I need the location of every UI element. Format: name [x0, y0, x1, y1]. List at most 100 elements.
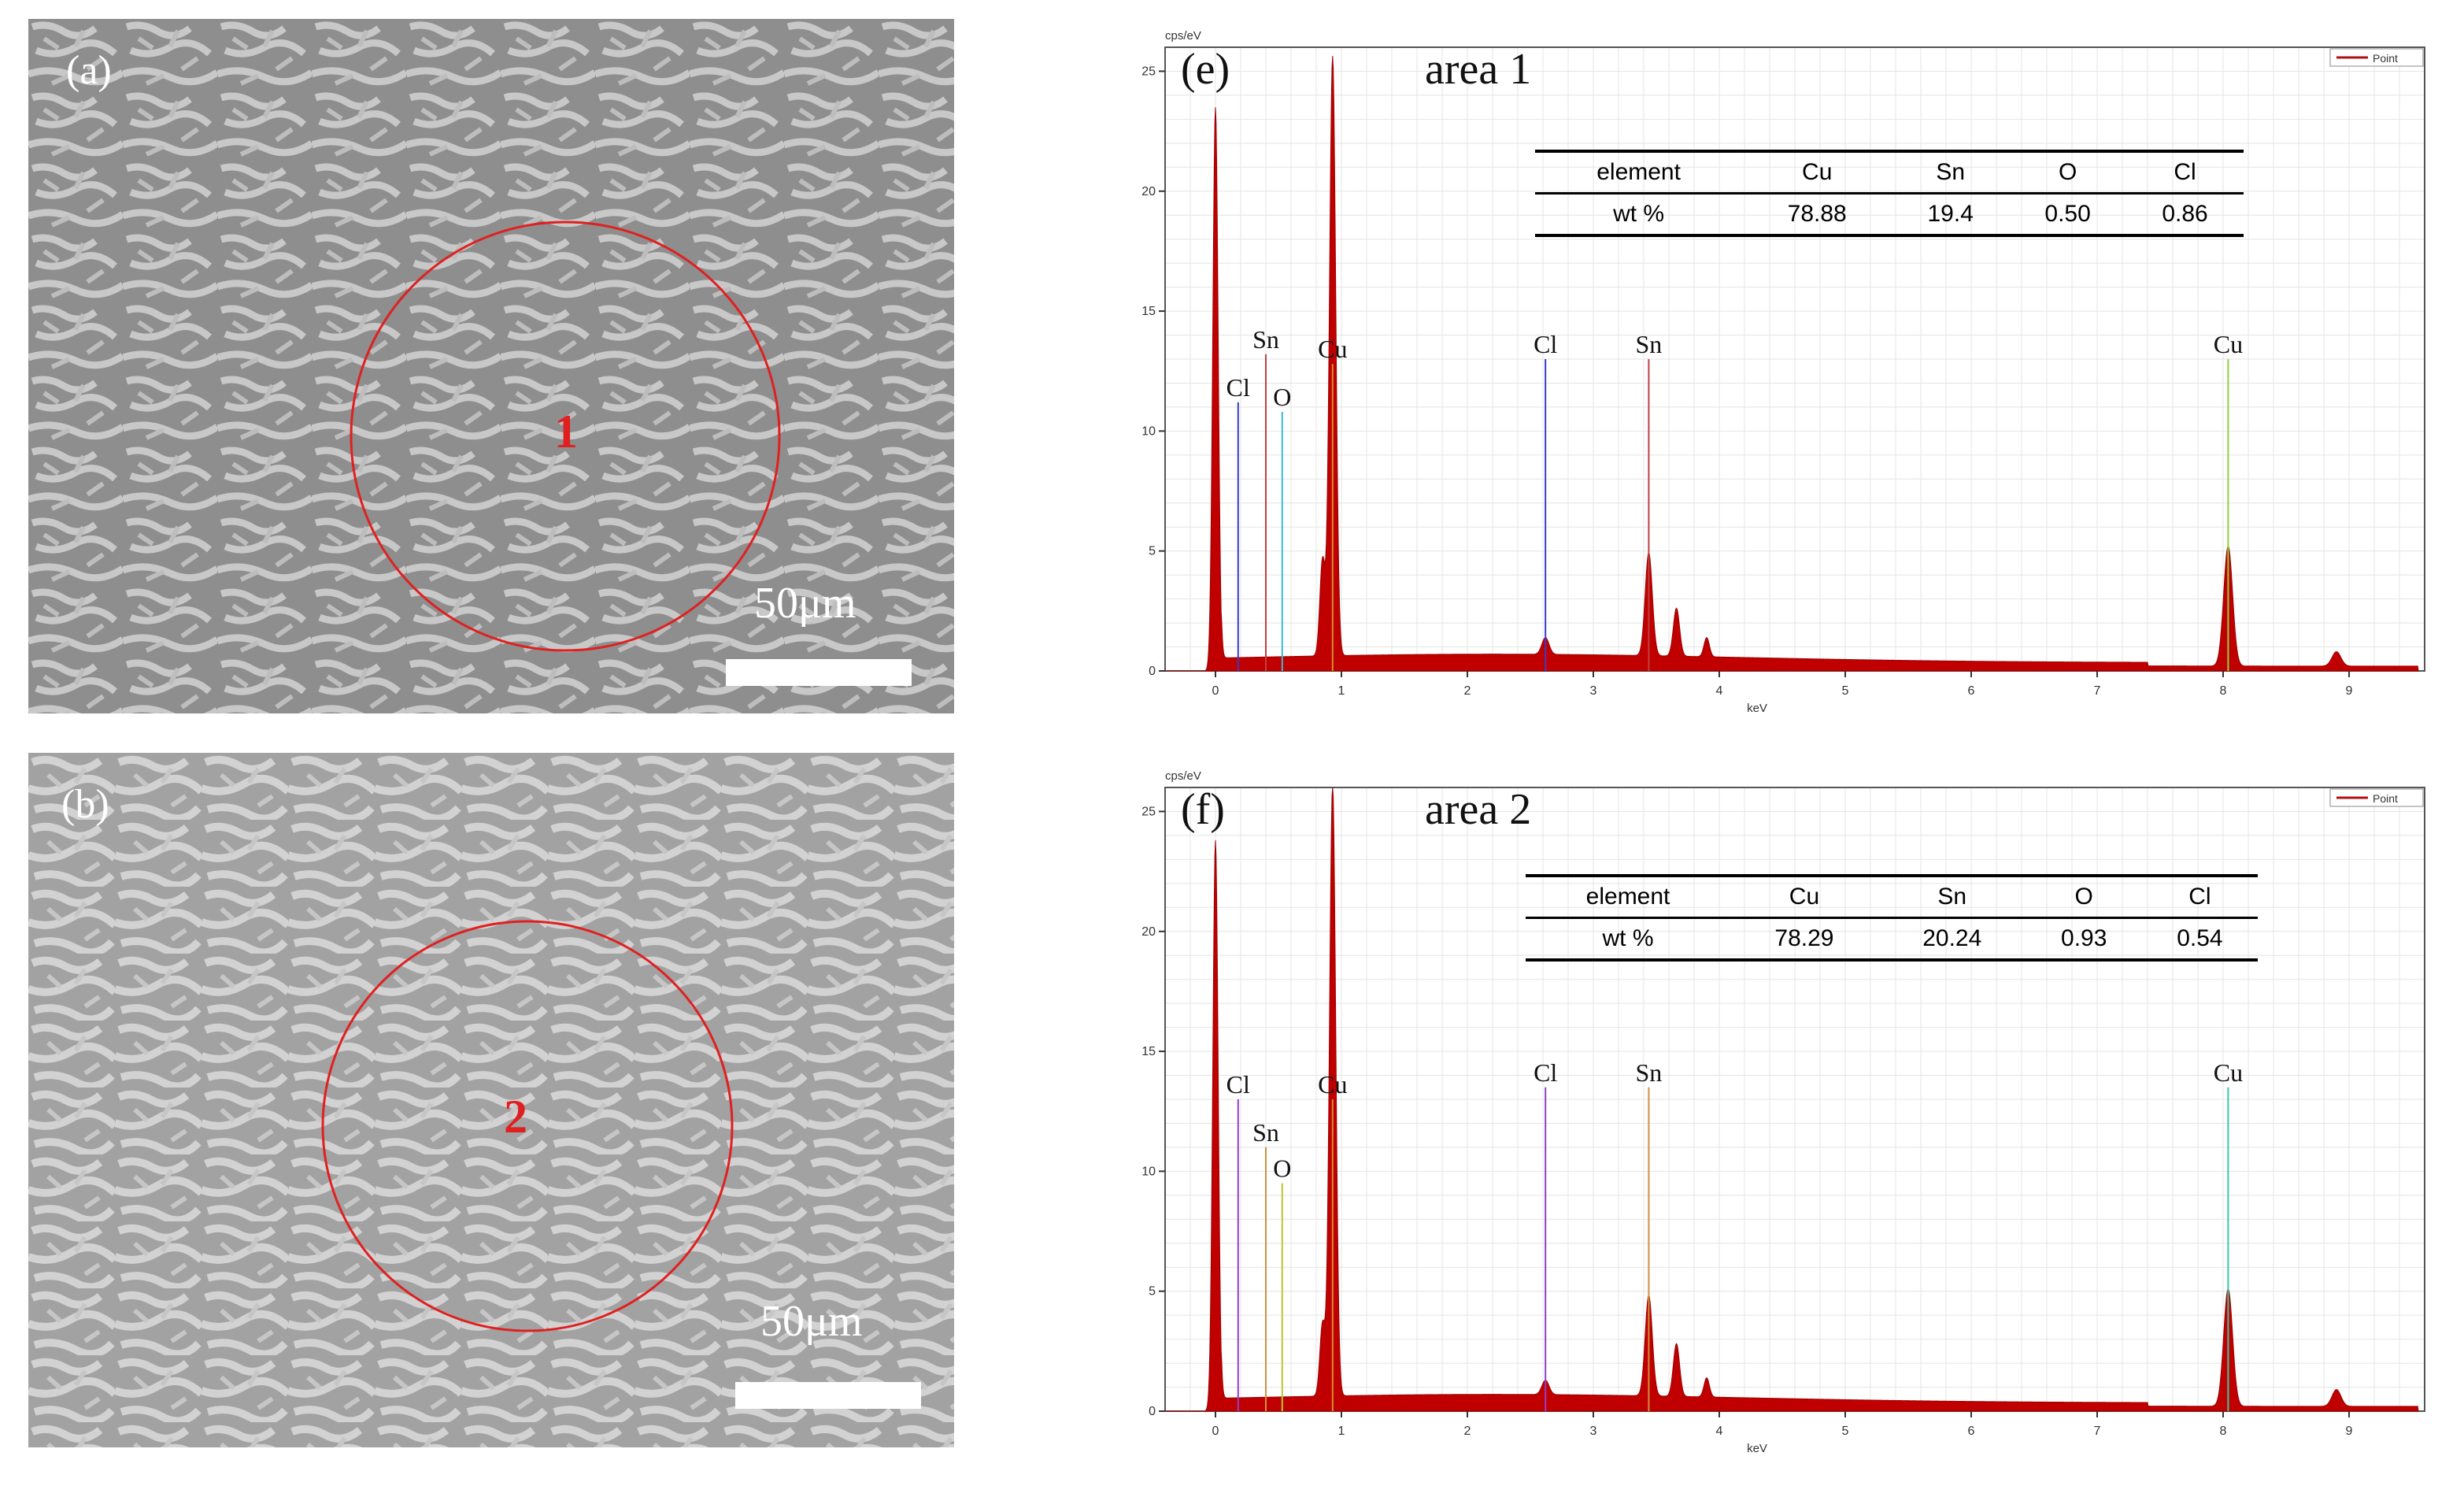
eds-plot-e: 0 1 2 3 4 5 6 7 8 90510152025keVcps/eVPointClSnOC…	[1141, 29, 2425, 715]
scale-bar-b	[735, 1382, 921, 1409]
element-marker-label: O	[1273, 383, 1291, 411]
sem-image-b: (b) 2 50μm	[28, 753, 954, 1447]
x-tick-label: 8	[2220, 1425, 2227, 1438]
x-tick-label: 9	[2346, 1425, 2353, 1438]
eds-chart-f: 0 1 2 3 4 5 6 7 8 9 0 5 10 15 20 25 keV cps/eV Point Cl Sn O C…	[1134, 756, 2440, 1465]
x-tick-label: 0	[1212, 1425, 1219, 1438]
y-tick-label: 10	[1141, 1165, 1156, 1178]
panel-label: (f)	[1181, 785, 1225, 834]
element-marker-label: Sn	[1252, 325, 1279, 354]
x-tick-label: 9	[2346, 684, 2353, 698]
element-marker-label: Cu	[2214, 1058, 2243, 1087]
y-tick-label: 15	[1141, 1045, 1156, 1058]
table-value-cu: 78.88	[1787, 201, 1847, 227]
table-value-cl: 0.86	[2162, 201, 2208, 227]
x-axis-label: keV	[1747, 1442, 1767, 1455]
table-value-sn: 19.4	[1927, 201, 1974, 227]
y-tick-label: 5	[1149, 545, 1156, 558]
area-label-2: 2	[504, 1091, 527, 1143]
scale-text-a: 50μm	[754, 579, 856, 628]
table-header-o: O	[2074, 884, 2093, 910]
x-tick-label: 6	[1968, 1425, 1975, 1438]
x-tick-label: 2	[1464, 684, 1471, 698]
element-marker-label: Cl	[1534, 1058, 1557, 1087]
table-header-element: element	[1585, 884, 1670, 910]
legend-label: Point	[2373, 52, 2398, 65]
sem-texture-a	[28, 19, 954, 713]
legend-label: Point	[2373, 792, 2398, 805]
table-value-cu: 78.29	[1774, 925, 1834, 951]
element-marker-label: Cu	[1318, 1070, 1347, 1099]
area-circle-1	[350, 220, 781, 652]
element-marker-label: Cu	[1318, 335, 1347, 363]
table-value-cl: 0.54	[2177, 925, 2223, 951]
spectrum-area	[1165, 787, 2419, 1412]
panel-label: (e)	[1181, 45, 1230, 94]
element-marker-label: Cl	[1226, 373, 1250, 402]
table-header-cl: Cl	[2188, 884, 2211, 910]
x-tick-label: 3	[1590, 684, 1597, 698]
y-axis-label: cps/eV	[1165, 29, 1201, 43]
y-tick-label: 15	[1141, 305, 1156, 318]
x-tick-label: 6	[1968, 684, 1975, 698]
table-header-element: element	[1596, 159, 1681, 185]
element-marker-label: Sn	[1636, 330, 1663, 358]
element-marker-label: Cl	[1534, 330, 1557, 358]
panel-label-b: (b)	[61, 782, 109, 827]
area-circle-2	[321, 920, 734, 1332]
x-tick-label: 7	[2094, 684, 2101, 698]
legend-box	[2329, 48, 2424, 67]
y-tick-label: 20	[1141, 925, 1156, 939]
scale-bar-a	[726, 659, 912, 686]
x-tick-label: 5	[1842, 684, 1849, 698]
table-header-cu: Cu	[1802, 159, 1833, 185]
scale-text-b: 50μm	[760, 1297, 863, 1346]
panel-label-a: (a)	[66, 48, 112, 93]
table-row-label: wt %	[1613, 201, 1665, 227]
y-axis-label: cps/eV	[1165, 769, 1201, 783]
spectrum-area	[1165, 55, 2419, 672]
table-value-o: 0.93	[2061, 925, 2107, 951]
x-tick-label: 4	[1716, 1425, 1723, 1438]
x-tick-label: 8	[2220, 684, 2227, 698]
element-marker-label: O	[1273, 1154, 1291, 1183]
y-tick-label: 0	[1149, 1405, 1156, 1418]
x-tick-label: 7	[2094, 1425, 2101, 1438]
table-row-label: wt %	[1602, 925, 1654, 951]
element-marker-label: Sn	[1252, 1118, 1279, 1147]
table-header-sn: Sn	[1936, 159, 1966, 185]
y-tick-label: 25	[1141, 65, 1156, 78]
sem-background-a	[28, 19, 954, 713]
table-value-sn: 20.24	[1922, 925, 1982, 951]
element-marker-label: Cu	[2214, 330, 2243, 358]
x-tick-label: 3	[1590, 1425, 1597, 1438]
table-header-sn: Sn	[1937, 884, 1967, 910]
sem-image-a: (a) 1 50μm	[28, 19, 954, 713]
x-tick-label: 0	[1212, 684, 1219, 698]
x-tick-label: 1	[1338, 684, 1345, 698]
eds-chart-e: 0 1 2 3 4 5 6 7 8 9 0 5 10 15 20 25 keV cps/eV Point Cl Sn O C…	[1134, 16, 2440, 724]
table-header-cl: Cl	[2174, 159, 2196, 185]
table-header-o: O	[2058, 159, 2077, 185]
x-tick-label: 5	[1842, 1425, 1849, 1438]
y-tick-label: 25	[1141, 805, 1156, 818]
y-tick-label: 5	[1149, 1285, 1156, 1299]
legend-box	[2329, 788, 2424, 807]
composition-table-f: element Cu Sn O Cl wt % 78.29 20.24 0.93…	[1526, 874, 2258, 962]
x-tick-label: 1	[1338, 1425, 1345, 1438]
y-tick-label: 10	[1141, 424, 1156, 438]
element-marker-label: Cl	[1226, 1070, 1250, 1099]
chart-title: area 2	[1425, 785, 1531, 834]
sem-texture-b	[28, 753, 954, 1447]
chart-title: area 1	[1425, 45, 1531, 94]
area-label-1: 1	[554, 406, 578, 458]
y-tick-label: 20	[1141, 185, 1156, 198]
table-header-cu: Cu	[1789, 884, 1820, 910]
composition-table-e: element Cu Sn O Cl wt % 78.88 19.4 0.50 …	[1535, 150, 2244, 237]
y-tick-label: 0	[1149, 665, 1156, 678]
element-marker-label: Sn	[1636, 1058, 1663, 1087]
eds-plot-f: 0 1 2 3 4 5 6 7 8 90510152025keVcps/eVPointClSnOC…	[1141, 769, 2425, 1455]
table-value-o: 0.50	[2044, 201, 2091, 227]
sem-background-b	[28, 753, 954, 1447]
x-axis-label: keV	[1747, 702, 1767, 715]
